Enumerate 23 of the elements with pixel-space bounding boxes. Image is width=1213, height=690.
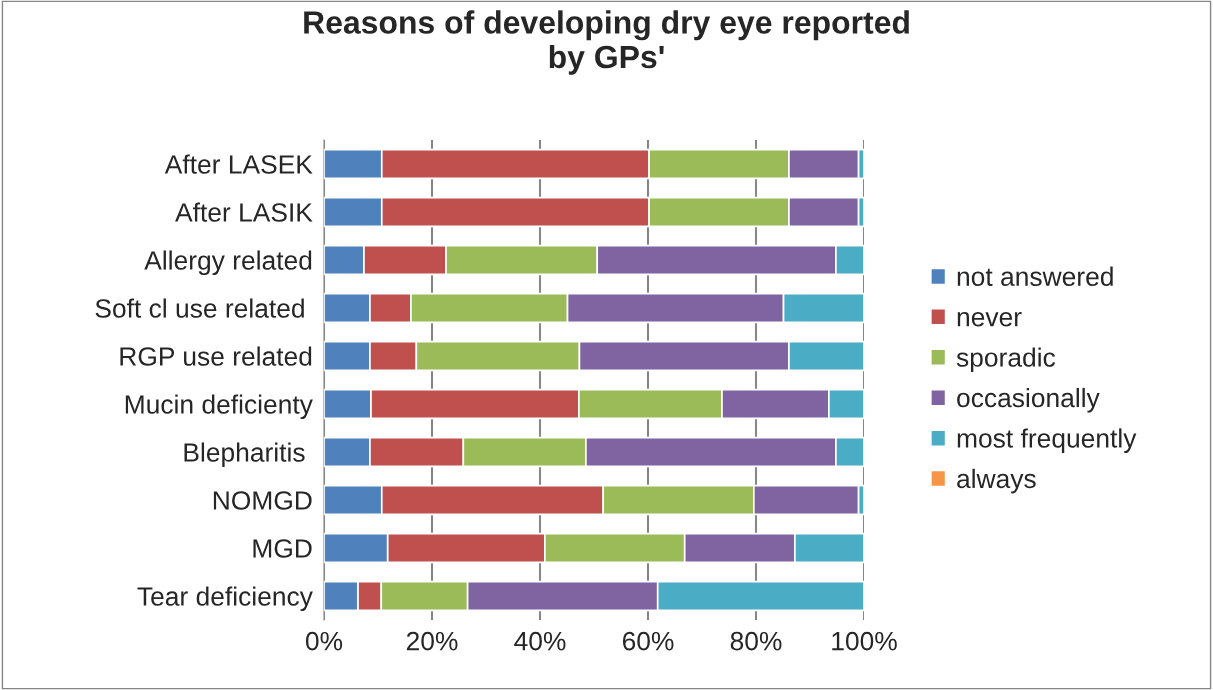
legend-label: most frequently — [957, 428, 1137, 453]
y-tick-label: NOMGD — [213, 491, 312, 510]
x-tick-label: 60% — [622, 631, 674, 651]
legend-label: occasionally — [957, 387, 1100, 413]
y-tick-label: Soft cl use related — [95, 298, 304, 318]
y-tick-label: Blepharitis — [184, 442, 305, 468]
legend-label: always — [957, 468, 1036, 494]
y-tick-label: Mucin deficienty — [125, 394, 313, 420]
x-tick-label: 20% — [406, 631, 458, 651]
legend-label: sporadic — [956, 347, 1056, 373]
y-tick-label: After LASIK — [175, 202, 313, 222]
chart-title: Reasons of developing dry eye reported by GPs' — [304, 10, 909, 75]
x-tick-label: 0% — [305, 631, 343, 651]
y-tick-label: Allergy related — [144, 250, 312, 276]
legend-label: not answered — [957, 266, 1113, 286]
y-tick-label: RGP use related — [120, 346, 312, 366]
y-tick-label: After LASEK — [164, 154, 313, 174]
x-tick-label: 100% — [832, 631, 897, 651]
x-tick-label: 40% — [514, 631, 566, 651]
y-tick-label: MGD — [253, 539, 312, 558]
y-tick-label: Tear deficiency — [137, 586, 313, 612]
x-tick-label: 80% — [730, 631, 782, 651]
legend-label: never — [957, 311, 1022, 327]
